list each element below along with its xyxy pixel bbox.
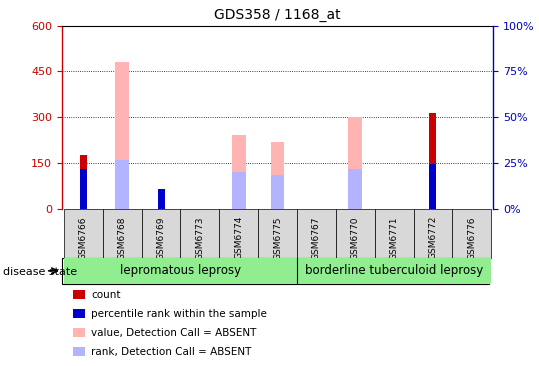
Bar [80,155,87,209]
Bar [219,209,258,258]
Bar [181,209,219,258]
Text: rank, Detection Call = ABSENT: rank, Detection Call = ABSENT [91,347,252,357]
Text: GSM6770: GSM6770 [351,216,360,259]
Bar [115,62,129,209]
Text: count: count [91,290,121,300]
Bar [80,169,87,209]
Bar [336,209,375,258]
Bar [413,209,452,258]
Bar [232,135,246,209]
Bar [157,193,164,209]
Text: GSM6771: GSM6771 [390,216,399,259]
Bar [64,258,297,284]
Text: disease state: disease state [3,266,77,277]
Text: GSM6768: GSM6768 [118,216,127,259]
Text: GSM6774: GSM6774 [234,216,243,259]
Bar [349,117,362,209]
Title: GDS358 / 1168_at: GDS358 / 1168_at [215,8,341,22]
Bar [142,209,181,258]
Bar [430,164,437,209]
Bar [103,209,142,258]
Bar [258,209,297,258]
Text: lepromatous leprosy: lepromatous leprosy [120,264,241,277]
Bar [115,160,129,209]
Text: GSM6773: GSM6773 [196,216,204,259]
Bar [297,258,491,284]
Text: value, Detection Call = ABSENT: value, Detection Call = ABSENT [91,328,257,338]
Bar [232,172,246,209]
Text: GSM6769: GSM6769 [156,216,165,259]
Text: percentile rank within the sample: percentile rank within the sample [91,309,267,319]
Bar [349,169,362,209]
Text: GSM6766: GSM6766 [79,216,88,259]
Text: GSM6775: GSM6775 [273,216,282,259]
Text: GSM6772: GSM6772 [429,216,438,259]
Bar [157,189,164,209]
Bar [271,175,285,209]
Bar [297,209,336,258]
Bar [375,209,413,258]
Bar [271,142,285,209]
Bar [430,113,437,209]
Bar [452,209,491,258]
Text: GSM6776: GSM6776 [467,216,476,259]
Bar [64,209,103,258]
Text: borderline tuberculoid leprosy: borderline tuberculoid leprosy [305,264,483,277]
Text: GSM6767: GSM6767 [312,216,321,259]
